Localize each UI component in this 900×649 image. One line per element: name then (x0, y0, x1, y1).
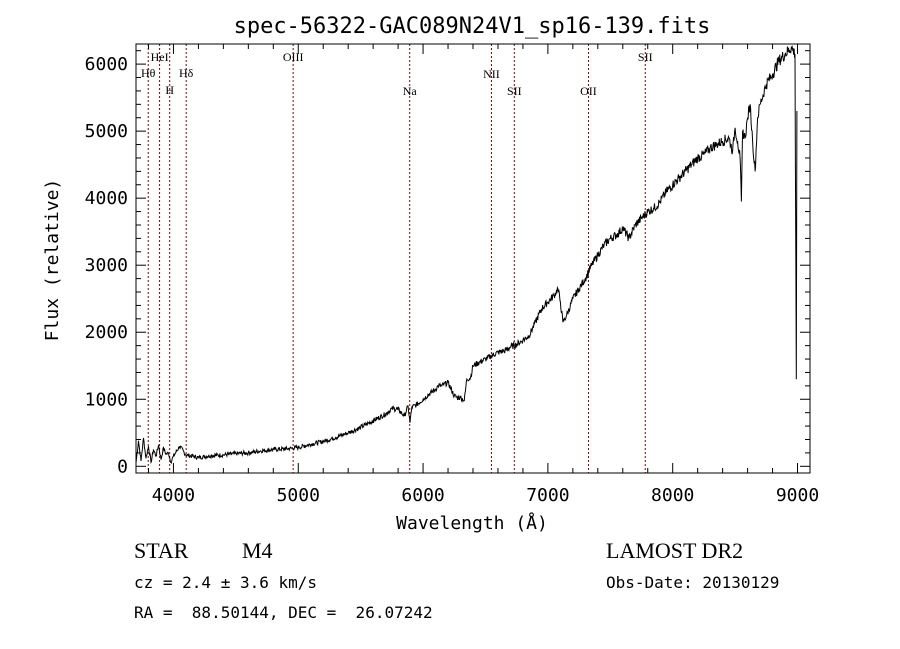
survey-label: LAMOST DR2 (606, 538, 744, 563)
y-tick-label-5000: 5000 (85, 121, 128, 142)
y-tick-label-6000: 6000 (85, 54, 128, 75)
x-tick-label-4000: 4000 (152, 485, 195, 506)
subclass-label: M4 (242, 538, 273, 563)
class-label: STAR (134, 538, 189, 563)
marker-label-8: OII (580, 84, 597, 98)
marker-label-7: SII (507, 84, 522, 98)
x-tick-label-5000: 5000 (277, 485, 320, 506)
axis-ticks: 4000 5000 6000 7000 8000 9000 0 1000 2000 3000 400… (85, 44, 819, 506)
radec-text: RA = 88.50144, DEC = 26.07242 (134, 603, 433, 622)
x-tick-label-6000: 6000 (401, 485, 444, 506)
marker-label-0: Hθ (141, 66, 156, 80)
marker-label-2: H (165, 83, 174, 97)
obs-date-text: Obs-Date: 20130129 (606, 573, 780, 592)
marker-label-6: NII (483, 67, 500, 81)
marker-label-4: OIII (283, 50, 304, 64)
marker-label-1: HeI (151, 50, 169, 64)
x-axis-label: Wavelength (Å) (396, 512, 548, 534)
x-tick-label-7000: 7000 (526, 485, 569, 506)
x-tick-label-9000: 9000 (776, 485, 819, 506)
x-tick-label-8000: 8000 (651, 485, 694, 506)
y-tick-label-0: 0 (117, 456, 128, 477)
marker-label-3: Hδ (179, 66, 194, 80)
marker-label-9: SII (638, 50, 653, 64)
y-tick-label-2000: 2000 (85, 322, 128, 343)
y-axis-label: Flux (relative) (42, 179, 63, 342)
y-tick-label-4000: 4000 (85, 188, 128, 209)
emission-line-markers: Hθ HeI H Hδ OIII Na NII SII OII SII (141, 44, 653, 473)
chart-title: spec-56322-GAC089N24V1_sp16-139.fits (234, 14, 711, 39)
plot-frame (135, 43, 811, 474)
cz-text: cz = 2.4 ± 3.6 km/s (134, 573, 318, 592)
y-tick-label-3000: 3000 (85, 255, 128, 276)
y-tick-label-1000: 1000 (85, 389, 128, 410)
marker-label-5: Na (403, 84, 418, 98)
spectrum-line (135, 45, 798, 465)
